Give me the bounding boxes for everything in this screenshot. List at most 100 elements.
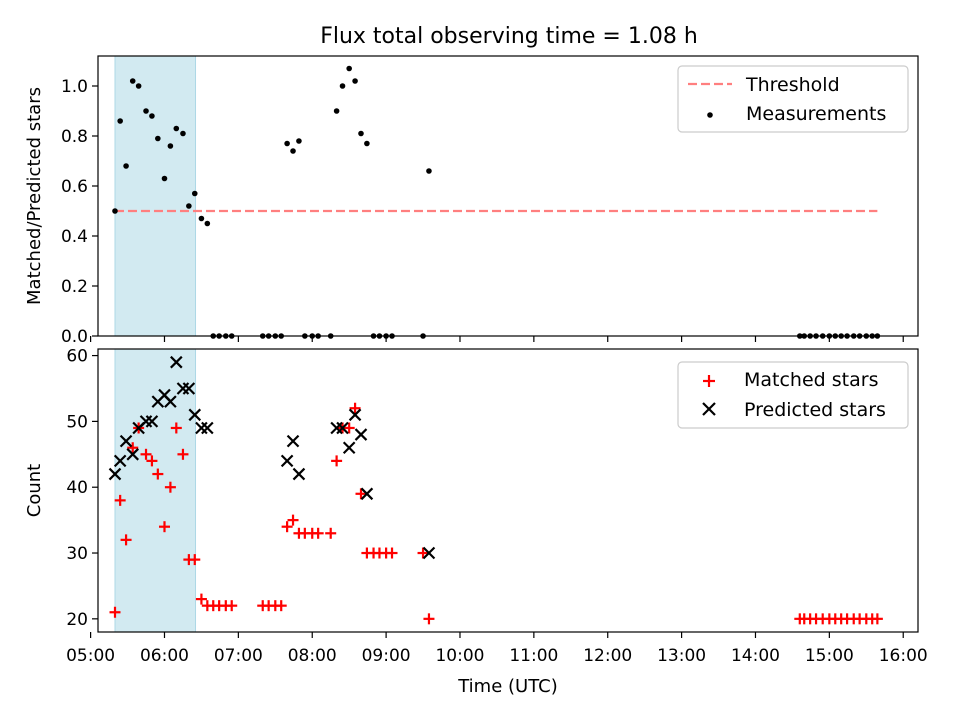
x-tick-label: 12:00 — [583, 646, 632, 666]
y-tick-label: 20 — [66, 610, 88, 630]
x-tick-label: 10:00 — [435, 646, 484, 666]
matched-star-point — [226, 600, 238, 612]
measurement-point — [346, 65, 352, 72]
matched-star-point — [146, 455, 158, 467]
x-tick-label: 16:00 — [879, 646, 928, 666]
matched-star-point — [312, 527, 324, 539]
matched-star-point — [355, 488, 367, 500]
bottom-legend: Matched stars Predicted stars — [677, 361, 909, 429]
measurement-point — [129, 78, 136, 84]
measurement-point — [149, 113, 155, 119]
predicted-star-mark — [280, 454, 294, 468]
matched-star-point — [114, 494, 126, 506]
y-tick-label: 0.2 — [61, 277, 88, 297]
matched-star-point — [109, 606, 121, 618]
measurement-point — [117, 118, 123, 124]
bottom-shaded-span — [114, 348, 197, 633]
matched-star-point — [177, 448, 189, 460]
measurement-point — [167, 143, 174, 149]
top-y-ticks: 0.0 0.2 0.4 0.6 0.8 1.0 — [61, 77, 98, 347]
predicted-star-point — [188, 408, 202, 422]
predicted-star-mark — [360, 487, 374, 501]
legend-threshold-label: Threshold — [745, 74, 840, 96]
y-tick-label: 30 — [66, 544, 88, 564]
bottom-legend-box — [677, 361, 909, 429]
predicted-star-mark — [158, 388, 171, 402]
predicted-star-point — [113, 454, 127, 468]
measurement-point — [204, 220, 211, 227]
y-tick-label: 0.4 — [61, 227, 88, 247]
bottom-plot: 20 30 40 50 60 05:00 06:00 07:00 08:00 09:00 10:0… — [24, 347, 928, 697]
measurement-point — [426, 168, 432, 174]
measurement-point — [284, 140, 290, 147]
predicted-star-point — [280, 454, 294, 468]
measurement-point — [358, 130, 364, 137]
top-y-axis-label: Matched/Predicted stars — [24, 87, 45, 305]
y-tick-label: 0.8 — [61, 127, 88, 147]
y-tick-label: 0.6 — [61, 177, 88, 197]
predicted-star-mark — [145, 415, 159, 428]
measurement-point — [198, 215, 205, 222]
predicted-star-mark — [292, 467, 306, 481]
y-tick-label: 1.0 — [61, 77, 88, 97]
predicted-star-point — [422, 546, 436, 560]
chart-title: Flux total observing time = 1.08 h — [320, 24, 698, 49]
matched-star-point — [189, 554, 201, 566]
predicted-star-point — [119, 434, 133, 448]
legend-measurements-label: Measurements — [746, 103, 886, 125]
predicted-star-mark — [170, 355, 183, 369]
top-plot: 0.0 0.2 0.4 0.6 0.8 1.0 Matched/Predicted sta… — [24, 55, 919, 347]
predicted-star-mark — [164, 395, 177, 408]
predicted-star-point — [182, 382, 196, 395]
matched-star-point — [120, 534, 132, 546]
predicted-star-mark — [342, 441, 356, 454]
legend-matched-label: Matched stars — [744, 369, 878, 391]
measurement-point — [352, 78, 358, 84]
bottom-x-ticks: 05:00 06:00 07:00 08:00 09:00 10:00 11:00 12:00… — [66, 632, 928, 666]
bottom-plot-frame — [97, 348, 919, 633]
matched-star-point — [386, 547, 398, 559]
x-tick-label: 11:00 — [509, 646, 558, 666]
x-tick-label: 08:00 — [288, 646, 337, 666]
predicted-star-mark — [126, 448, 139, 461]
y-tick-label: 50 — [66, 412, 88, 432]
top-shaded-span — [114, 55, 197, 337]
bottom-y-axis-label: Count — [24, 464, 45, 517]
measurement-point — [296, 138, 302, 144]
predicted-star-mark — [348, 408, 362, 422]
measurement-point — [112, 208, 118, 214]
matched-star-point — [343, 422, 355, 434]
matched-star-point — [127, 442, 139, 454]
measurement-point — [186, 203, 192, 209]
predicted-star-point — [201, 421, 214, 435]
measurement-point — [155, 135, 161, 142]
top-plot-frame — [97, 55, 919, 337]
matched-star-point — [349, 402, 361, 414]
legend-measurements-swatch — [707, 112, 713, 118]
matched-star-point — [871, 613, 883, 625]
matched-star-point — [325, 527, 337, 539]
matched-star-point — [423, 613, 435, 625]
predicted-star-point — [354, 428, 368, 441]
predicted-star-point — [292, 467, 306, 481]
predicted-star-point — [164, 395, 177, 408]
top-legend: Threshold Measurements — [677, 65, 909, 133]
matched-star-point — [158, 521, 170, 533]
x-axis-label: Time (UTC) — [457, 676, 558, 697]
matched-star-point — [140, 448, 152, 460]
measurement-point — [191, 190, 198, 197]
legend-matched-swatch — [703, 375, 715, 387]
predicted-star-mark — [286, 434, 300, 448]
predicted-star-point — [170, 355, 183, 369]
predicted-stars-points — [108, 355, 436, 560]
predicted-star-point — [360, 487, 374, 501]
bottom-y-ticks: 20 30 40 50 60 — [66, 347, 98, 630]
measurement-point — [290, 148, 296, 154]
measurement-point — [333, 108, 340, 114]
matched-stars-points — [109, 402, 883, 625]
predicted-star-mark — [336, 421, 349, 435]
x-tick-label: 06:00 — [140, 646, 189, 666]
predicted-star-point — [108, 467, 122, 481]
predicted-star-point — [286, 434, 300, 448]
